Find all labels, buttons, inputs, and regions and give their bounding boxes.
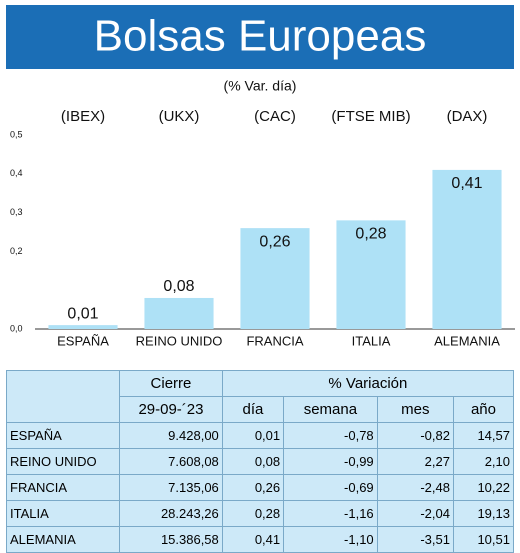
table-row: ITALIA 28.243,26 0,28 -1,16 -2,04 19,13 [5,500,515,527]
table-row: REINO UNIDO 7.608,08 0,08 -0,99 2,27 2,10 [5,448,515,475]
data-table: Cierre% Variación 29-09-´23 día semana mes añ… [5,370,515,553]
table-cell [5,370,121,397]
table-cell: -2,48 [376,474,454,501]
value-label: 0,41 [451,175,482,192]
table-cell: 2,10 [452,448,515,475]
table-cell: 7.135,06 [119,474,223,501]
table-row: ALEMANIA 15.386,58 0,41 -1,10 -3,51 10,51 [5,526,515,553]
table-cell: ESPAÑA [5,422,121,449]
table-cell: 10,51 [452,526,515,553]
table-cell: -0,99 [283,448,378,475]
table-row: FRANCIA 7.135,06 0,26 -0,69 -2,48 10,22 [5,474,515,501]
title-banner [6,5,514,69]
table-cell: Cierre [119,370,223,397]
y-tick-label: 0,4 [10,168,23,178]
table-cell: ALEMANIA [5,526,121,553]
bar [336,220,406,329]
table-cell: 9.428,00 [119,422,223,449]
index-label: (FTSE MIB) [331,108,410,125]
bar [432,169,502,329]
bar [240,228,310,329]
table-cell: 7.608,08 [119,448,223,475]
table-cell: -1,16 [283,500,378,527]
table-row: ESPAÑA 9.428,00 0,01 -0,78 -0,82 14,57 [5,422,515,449]
table-cell: 29-09-´23 [119,396,223,423]
table-cell: semana [283,396,378,423]
table-cell: FRANCIA [5,474,121,501]
table-cell: 10,22 [452,474,515,501]
index-label: (UKX) [159,108,200,125]
table-cell: 0,08 [221,448,285,475]
y-tick-label: 0,2 [10,246,23,256]
y-tick-label: 0,0 [10,323,23,333]
value-label: 0,01 [67,305,98,322]
table-row: 29-09-´23 día semana mes año [5,396,515,423]
table-cell: 15.386,58 [119,526,223,553]
value-label: 0,26 [259,233,290,250]
table-cell: 0,01 [221,422,285,449]
x-tick-label: ITALIA [352,333,391,348]
table-cell: 19,13 [452,500,515,527]
table-cell: 0,26 [221,474,285,501]
table-cell: REINO UNIDO [5,448,121,475]
index-label: (DAX) [447,108,488,125]
table-cell: ITALIA [5,500,121,527]
table-cell: -3,51 [376,526,454,553]
table-cell: 2,27 [376,448,454,475]
table-cell: -1,10 [283,526,378,553]
x-tick-label: ALEMANIA [434,333,500,348]
bar [144,297,214,329]
table-cell: -0,78 [283,422,378,449]
table-cell: -2,04 [376,500,454,527]
value-label: 0,08 [163,278,194,295]
y-tick-label: 0,3 [10,207,23,217]
chart: Bolsas Europeas (% Var. día) 0,0 0,2 0,3 0,… [6,5,515,348]
bar [48,325,118,329]
table-cell: día [221,396,285,423]
table-cell: 0,28 [221,500,285,527]
table-row: Cierre% Variación [5,370,515,397]
x-tick-label: REINO UNIDO [136,333,223,348]
table-cell: -0,82 [376,422,454,449]
table-cell [5,396,121,423]
table-cell: mes [376,396,454,423]
table-cell: 28.243,26 [119,500,223,527]
index-label: (CAC) [254,108,296,125]
table-cell: año [452,396,515,423]
index-label: (IBEX) [61,108,105,125]
y-tick-label: 0,5 [10,129,23,139]
table-cell: 14,57 [452,422,515,449]
table-cell: -0,69 [283,474,378,501]
x-tick-label: ESPAÑA [57,333,109,348]
value-label: 0,28 [355,226,386,243]
chart-subtitle: (% Var. día) [224,78,297,94]
table-cell: % Variación [221,370,515,397]
chart-title: Bolsas Europeas [94,12,427,61]
x-tick-label: FRANCIA [246,333,303,348]
table-cell: 0,41 [221,526,285,553]
